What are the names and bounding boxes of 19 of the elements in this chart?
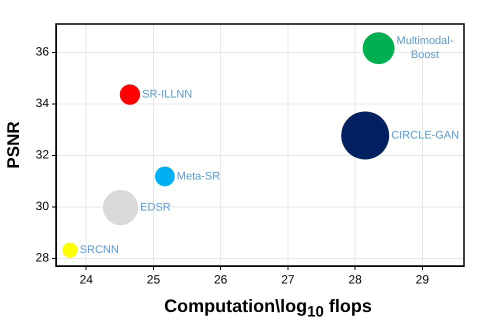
x-axis-title: Computation\log$_{10}$ flops: [163, 296, 373, 321]
x-tick-label: 26: [214, 272, 228, 287]
x-tick-label: 25: [146, 272, 160, 287]
x-tick-label: 28: [348, 272, 362, 287]
series-label: EDSR: [140, 202, 171, 214]
y-tick-label: 34: [36, 96, 50, 110]
y-tick-label: 28: [36, 250, 50, 265]
x-tick-label: 29: [416, 272, 430, 287]
series-label: SR-ILLNN: [142, 88, 192, 101]
x-tick-label: 27: [281, 272, 295, 287]
series-label: CIRCLE-GAN: [391, 130, 460, 142]
y-tick-label: 36: [36, 44, 50, 59]
y-tick-label: 30: [36, 199, 50, 214]
x-tick-label: 24: [80, 272, 94, 287]
series-label: Meta-SR: [176, 170, 220, 182]
series-label: Multimodal-Boost: [396, 35, 454, 62]
y-axis-title: PSNR: [4, 121, 23, 169]
y-tick-label: 32: [36, 148, 50, 162]
series-label: SRCNN: [80, 244, 119, 256]
